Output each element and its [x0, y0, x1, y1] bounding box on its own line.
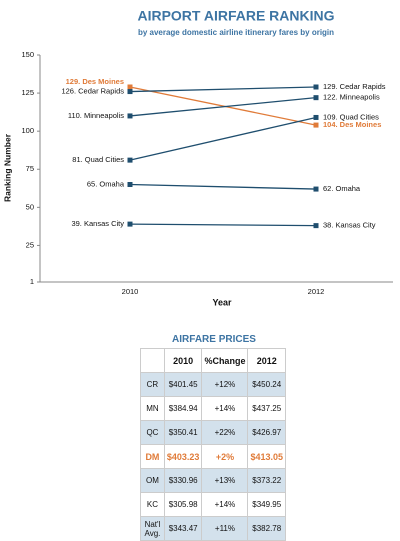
y-tick-label: 1 — [30, 277, 34, 286]
y-tick-label: 25 — [26, 240, 34, 249]
cell: $305.98 — [163, 492, 203, 517]
y-tick-label: 150 — [21, 50, 34, 59]
value-label: 129. Cedar Rapids — [323, 82, 386, 91]
chart-title: AIRPORT AIRFARE RANKING — [137, 8, 334, 24]
marker — [127, 113, 133, 119]
marker — [313, 84, 319, 90]
table-row: QC $350.41 +22% $426.97 — [140, 420, 286, 445]
cell: +13% — [201, 468, 249, 493]
cell: CR — [140, 372, 165, 397]
chart: AIRPORT AIRFARE RANKING by average domes… — [2, 8, 393, 307]
table-row: MN $384.94 +14% $437.25 — [140, 396, 286, 421]
marker — [313, 122, 319, 128]
cell: $403.23 — [163, 444, 203, 469]
y-tick-label: 75 — [26, 164, 34, 173]
marker — [127, 221, 133, 227]
value-label: 110. Minneapolis — [68, 111, 124, 120]
value-label: 129. Des Moines — [66, 77, 124, 86]
marker — [127, 181, 133, 187]
y-tick-label: 100 — [21, 126, 34, 135]
marker — [313, 223, 319, 229]
cell: QC — [140, 420, 165, 445]
header-cell: 2012 — [247, 348, 286, 373]
table-row: KC $305.98 +14% $349.95 — [140, 492, 286, 517]
cell: $450.24 — [247, 372, 286, 397]
cell: $413.05 — [247, 444, 286, 469]
cell: +11% — [201, 516, 249, 541]
value-label: 65. Omaha — [87, 179, 125, 188]
value-label: 126. Cedar Rapids — [61, 87, 124, 96]
x-tick-label: 2010 — [122, 287, 139, 296]
marker — [313, 186, 319, 192]
series-line — [129, 86, 317, 93]
series-line — [129, 223, 317, 227]
cell: $343.47 — [163, 516, 203, 541]
series-line — [129, 116, 317, 161]
marker — [313, 95, 319, 101]
chart-subtitle: by average domestic airline itinerary fa… — [138, 28, 334, 37]
cell: $384.94 — [163, 396, 203, 421]
cell: +14% — [201, 492, 249, 517]
marker — [127, 89, 133, 95]
header-cell: 2010 — [163, 348, 203, 373]
x-axis-label: Year — [212, 297, 232, 307]
cell: $426.97 — [247, 420, 286, 445]
table-row: DM $403.23 +2% $413.05 — [140, 444, 286, 469]
value-label: 38. Kansas City — [323, 221, 376, 230]
table-row: CR $401.45 +12% $450.24 — [140, 372, 286, 397]
table-row: OM $330.96 +13% $373.22 — [140, 468, 286, 493]
cell: $350.41 — [163, 420, 203, 445]
cell: DM — [140, 444, 165, 469]
value-label: 109. Quad Cities — [323, 112, 379, 121]
cell: +12% — [201, 372, 249, 397]
cell: OM — [140, 468, 165, 493]
page: AIRPORT AIRFARE RANKING by average domes… — [2, 7, 393, 541]
table-title: AIRFARE PRICES — [172, 334, 256, 345]
corner — [140, 348, 165, 373]
cell: $437.25 — [247, 396, 286, 421]
cell: $330.96 — [163, 468, 203, 493]
marker — [127, 157, 133, 163]
value-label: 81. Quad Cities — [72, 155, 124, 164]
price-table: 2010 %Change 2012 CR $401.45 +12% $450.24 MN $3… — [140, 348, 286, 541]
cell: KC — [140, 492, 165, 517]
cell: +2% — [201, 444, 249, 469]
header-cell: %Change — [201, 348, 249, 373]
value-label: 62. Omaha — [323, 184, 361, 193]
cell: +22% — [201, 420, 249, 445]
cell: $401.45 — [163, 372, 203, 397]
series-line — [129, 97, 317, 117]
cell: Nat'l Avg. — [140, 516, 165, 541]
cell: +14% — [201, 396, 249, 421]
marker — [127, 84, 133, 90]
y-tick-label: 50 — [26, 202, 34, 211]
marker — [313, 114, 319, 120]
table-row: Nat'l Avg. $343.47 +11% $382.78 — [140, 516, 286, 541]
value-label: 122. Minneapolis — [323, 93, 380, 102]
value-label: 39. Kansas City — [71, 219, 124, 228]
x-tick-label: 2012 — [308, 287, 325, 296]
cell: $349.95 — [247, 492, 286, 517]
cell: MN — [140, 396, 165, 421]
cell: $373.22 — [247, 468, 286, 493]
series-line — [129, 183, 317, 190]
y-tick-label: 125 — [21, 88, 34, 97]
y-axis-label: Ranking Number — [2, 133, 12, 202]
series-line — [129, 86, 317, 126]
value-label: 104. Des Moines — [323, 120, 381, 129]
header-row: 2010 %Change 2012 — [140, 348, 286, 373]
cell: $382.78 — [247, 516, 286, 541]
